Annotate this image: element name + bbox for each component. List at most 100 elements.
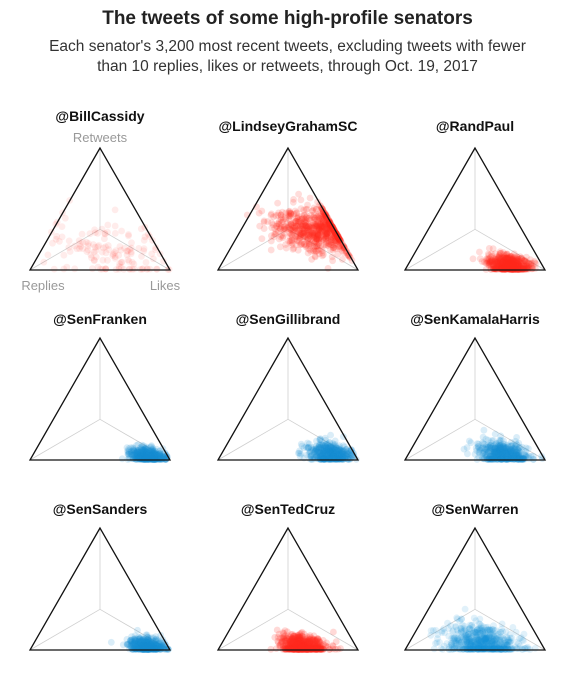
tweet-point — [140, 448, 148, 456]
tweet-point — [332, 239, 340, 247]
tweet-point — [151, 449, 159, 457]
tweet-point — [139, 452, 147, 460]
tweet-point — [511, 262, 519, 270]
tweet-point — [134, 626, 141, 634]
tweet-point — [485, 257, 493, 265]
tweet-point — [523, 260, 530, 268]
tweet-point — [87, 251, 95, 259]
tweet-point — [276, 225, 284, 233]
tweet-point — [510, 254, 518, 262]
tweet-point — [148, 450, 156, 458]
tweet-point — [56, 238, 63, 245]
tweet-point — [323, 239, 330, 246]
tweet-point — [495, 253, 502, 261]
tweet-point — [500, 260, 508, 268]
tweet-point — [115, 263, 123, 270]
tweet-point — [312, 220, 319, 228]
tweet-point — [71, 265, 79, 273]
ternary-plot: @RandPaul — [403, 118, 547, 273]
tweet-point — [313, 243, 320, 250]
tweet-point — [453, 637, 460, 645]
tweet-point — [506, 260, 514, 268]
tweet-point — [140, 451, 148, 459]
tweet-point — [147, 452, 155, 460]
tweet-point — [148, 442, 155, 450]
tweet-point — [335, 236, 343, 244]
tweet-point — [146, 448, 154, 456]
tweet-point — [316, 215, 323, 223]
tweet-point — [133, 448, 141, 456]
tweet-point — [292, 241, 300, 249]
tweet-point — [512, 260, 520, 268]
tweet-point — [494, 255, 502, 263]
tweet-point — [322, 232, 330, 239]
tweet-point — [324, 216, 331, 224]
tweet-point — [155, 450, 163, 458]
tweet-point — [147, 449, 155, 456]
tweet-point — [297, 222, 305, 230]
tweet-point — [291, 227, 299, 234]
tweet-point — [288, 227, 296, 235]
guide-line — [29, 608, 101, 651]
tweet-point — [332, 234, 340, 241]
tweet-point — [143, 451, 150, 459]
tweet-point — [322, 230, 330, 238]
tweet-point — [133, 453, 141, 460]
tweet-point — [327, 235, 335, 242]
tweet-point — [328, 223, 335, 231]
tweet-point — [515, 262, 523, 270]
tweet-point — [274, 199, 281, 207]
tweet-point — [289, 227, 297, 234]
tweet-point — [305, 231, 313, 239]
tweet-point — [483, 259, 491, 267]
tweet-point — [90, 257, 98, 265]
tweet-point — [296, 231, 304, 239]
tweet-point — [508, 258, 516, 266]
tweet-point — [316, 234, 323, 242]
tweet-point — [293, 214, 301, 221]
tweet-point — [286, 237, 294, 245]
tweet-point — [491, 258, 499, 266]
tweet-point — [296, 230, 304, 238]
tweet-point — [149, 446, 157, 453]
tweet-point — [497, 261, 505, 269]
tweet-point — [111, 230, 119, 237]
tweet-point — [514, 261, 522, 269]
tweet-point — [287, 220, 295, 228]
tweet-point — [142, 453, 150, 461]
tweet-point — [301, 211, 308, 219]
tweet-point — [317, 217, 325, 225]
tweet-point — [312, 222, 320, 230]
tweet-point — [511, 256, 519, 264]
tweet-point — [497, 258, 505, 266]
tweet-point — [151, 447, 159, 455]
tweet-point — [511, 263, 519, 271]
tweet-point — [331, 237, 339, 245]
tweet-point — [274, 220, 281, 228]
tweet-point — [111, 254, 119, 262]
tweet-point — [145, 455, 152, 463]
tweet-point — [326, 224, 334, 232]
tweet-point — [134, 448, 142, 456]
tweet-point — [150, 455, 158, 463]
tweet-point — [156, 455, 164, 463]
tweet-point — [136, 453, 144, 461]
tweet-point — [296, 241, 304, 249]
tweet-point — [491, 258, 499, 266]
tweet-point — [137, 452, 144, 460]
tweet-point — [143, 449, 150, 457]
tweet-point — [503, 265, 511, 273]
tweet-point — [155, 452, 162, 460]
tweet-point — [142, 446, 150, 454]
tweet-point — [508, 645, 515, 652]
tweet-point — [321, 211, 329, 219]
tweet-point — [506, 253, 514, 260]
tweet-point — [514, 260, 522, 267]
tweet-point — [521, 257, 528, 264]
tweet-point — [320, 223, 327, 231]
tweet-point — [325, 235, 332, 243]
tweet-point — [496, 258, 504, 265]
tweet-point — [329, 226, 337, 233]
tweet-point — [91, 229, 99, 237]
tweet-point — [318, 228, 326, 235]
